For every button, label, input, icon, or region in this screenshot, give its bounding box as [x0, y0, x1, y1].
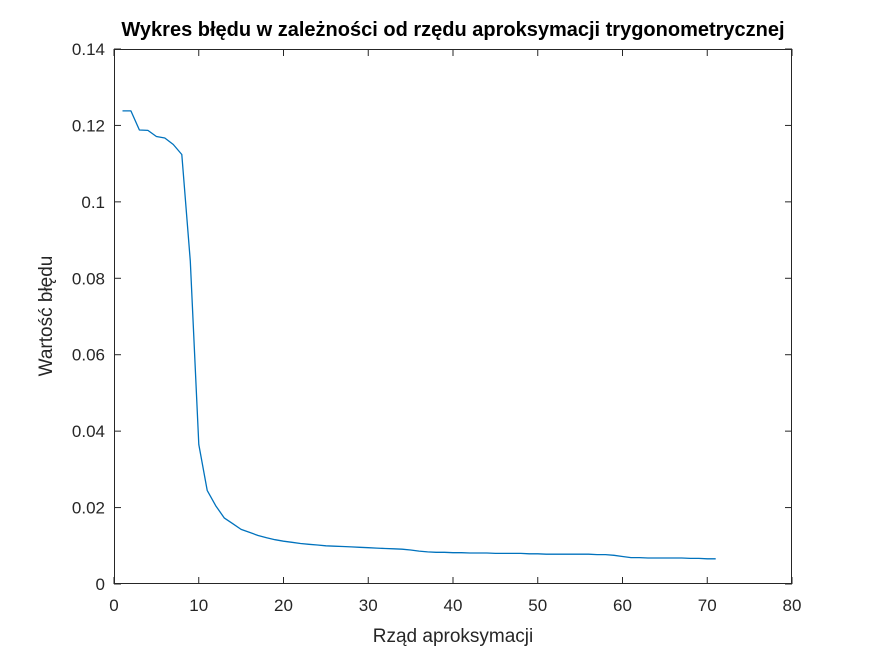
- x-tick-label: 40: [444, 596, 463, 615]
- y-tick-label: 0: [96, 575, 105, 594]
- chart-title: Wykres błędu w zależności od rzędu aprok…: [121, 19, 784, 41]
- x-axis-label: Rząd aproksymacji: [373, 626, 534, 647]
- y-tick-label: 0.04: [72, 422, 105, 441]
- x-tick-label: 0: [109, 596, 118, 615]
- y-axis-label: Wartość błędu: [36, 256, 57, 377]
- y-tick-label: 0.08: [72, 269, 105, 288]
- x-tick-label: 10: [189, 596, 208, 615]
- y-tick-label: 0.14: [72, 40, 105, 59]
- x-axis-ticks: 0 10 20 30 40 50 60 70 80: [109, 49, 801, 615]
- y-tick-label: 0.12: [72, 116, 105, 135]
- x-tick-label: 30: [359, 596, 378, 615]
- axes-box: [114, 49, 792, 584]
- x-tick-label: 60: [613, 596, 632, 615]
- series-line-0: [122, 110, 716, 560]
- y-tick-label: 0.1: [81, 193, 105, 212]
- y-tick-label: 0.02: [72, 499, 105, 518]
- x-tick-label: 50: [528, 596, 547, 615]
- plot-area: [114, 49, 792, 584]
- y-axis-ticks: 0 0.02 0.04 0.06 0.08 0.1 0.12 0.14: [72, 40, 792, 594]
- y-tick-label: 0.06: [72, 346, 105, 365]
- series-layer: [122, 110, 716, 560]
- x-tick-label: 80: [783, 596, 802, 615]
- x-tick-label: 20: [274, 596, 293, 615]
- x-tick-label: 70: [698, 596, 717, 615]
